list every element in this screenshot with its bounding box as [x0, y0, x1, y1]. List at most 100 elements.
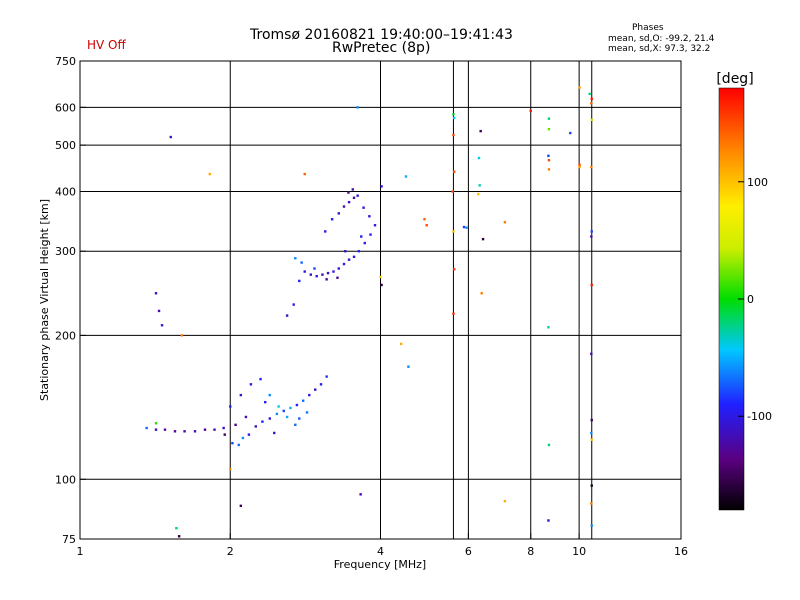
data-point — [169, 135, 172, 139]
data-point — [590, 502, 593, 505]
data-point — [222, 426, 225, 430]
data-point — [342, 205, 346, 208]
data-point — [547, 154, 550, 158]
y-axis-label: Stationary phase Virtual Height [km] — [38, 199, 51, 401]
data-point — [295, 403, 299, 407]
data-point — [478, 184, 481, 187]
data-point — [578, 86, 581, 89]
data-point — [305, 411, 309, 414]
data-point — [590, 524, 593, 527]
data-point — [213, 428, 216, 431]
data-point — [275, 412, 279, 416]
data-point — [425, 224, 428, 227]
data-point — [264, 400, 267, 404]
data-point — [352, 255, 356, 259]
data-point — [321, 273, 324, 276]
data-point — [315, 274, 318, 278]
data-point — [203, 428, 207, 431]
data-point — [477, 156, 481, 160]
data-point — [145, 426, 148, 430]
data-point — [337, 267, 341, 270]
data-point — [590, 118, 593, 122]
data-point — [330, 218, 334, 221]
y-tick-label: 300 — [55, 245, 76, 258]
data-point — [319, 383, 323, 386]
colorbar-tick-label: 0 — [747, 293, 754, 306]
data-point — [368, 215, 371, 218]
data-point — [259, 377, 262, 381]
data-point — [289, 406, 292, 410]
data-point — [352, 196, 356, 200]
data-point — [347, 191, 350, 194]
data-point — [234, 423, 237, 427]
data-point — [399, 342, 403, 346]
chart-subtitle: RwPretec (8p) — [332, 40, 431, 56]
data-point — [590, 165, 593, 169]
data-point — [160, 324, 164, 327]
data-point — [163, 428, 167, 431]
data-point — [325, 375, 328, 378]
data-point — [359, 493, 362, 496]
data-point — [229, 405, 232, 408]
data-point — [590, 431, 593, 435]
y-tick-label: 100 — [55, 473, 76, 486]
data-point — [452, 230, 455, 233]
data-point — [298, 417, 301, 420]
data-point — [237, 443, 240, 447]
data-point — [462, 225, 466, 229]
data-point — [342, 262, 346, 266]
data-point — [177, 535, 181, 538]
y-tick-label: 600 — [55, 101, 76, 114]
data-point — [326, 271, 330, 275]
data-point — [292, 303, 295, 306]
data-point — [547, 117, 551, 120]
data-point — [351, 188, 354, 191]
colorbar-label: [deg] — [716, 71, 753, 87]
data-point — [154, 422, 158, 425]
data-point — [244, 415, 248, 419]
data-point — [479, 129, 482, 133]
data-point — [477, 192, 480, 196]
data-point — [480, 292, 483, 295]
data-point — [362, 206, 365, 209]
data-point — [314, 388, 317, 391]
y-tick-label: 750 — [55, 55, 76, 68]
data-point — [452, 113, 455, 116]
data-point — [529, 109, 532, 113]
data-point — [249, 383, 253, 386]
data-point — [503, 221, 507, 224]
data-point — [231, 441, 234, 445]
x-tick-label: 16 — [674, 545, 688, 558]
data-point — [404, 175, 408, 178]
data-point — [175, 527, 178, 530]
data-point — [547, 519, 550, 522]
data-point — [578, 165, 581, 169]
chart-title: Tromsø 20160821 19:40:00–19:41:43 — [250, 27, 513, 43]
data-point — [363, 241, 366, 245]
data-point — [369, 233, 372, 236]
data-point — [356, 106, 359, 109]
data-point — [193, 430, 197, 433]
x-tick-label: 2 — [227, 545, 234, 558]
data-point — [590, 418, 593, 422]
data-point — [569, 131, 572, 135]
data-point — [373, 224, 377, 227]
data-point — [547, 443, 551, 447]
y-tick-label: 400 — [55, 185, 76, 198]
hv-status-label: HV Off — [87, 38, 126, 52]
phases-o-stats: mean, sd,O: -99.2, 21.4 — [608, 34, 715, 44]
data-point — [380, 283, 383, 287]
data-point — [481, 237, 485, 241]
data-point — [183, 430, 186, 433]
data-point — [453, 268, 456, 271]
data-point — [285, 415, 289, 419]
data-point — [423, 218, 426, 221]
data-point — [239, 393, 243, 397]
data-point — [453, 116, 456, 120]
data-point — [590, 97, 593, 101]
data-point — [547, 326, 550, 329]
x-tick-label: 6 — [465, 545, 472, 558]
data-point — [344, 250, 347, 253]
data-point — [547, 127, 551, 131]
data-point — [452, 312, 455, 315]
